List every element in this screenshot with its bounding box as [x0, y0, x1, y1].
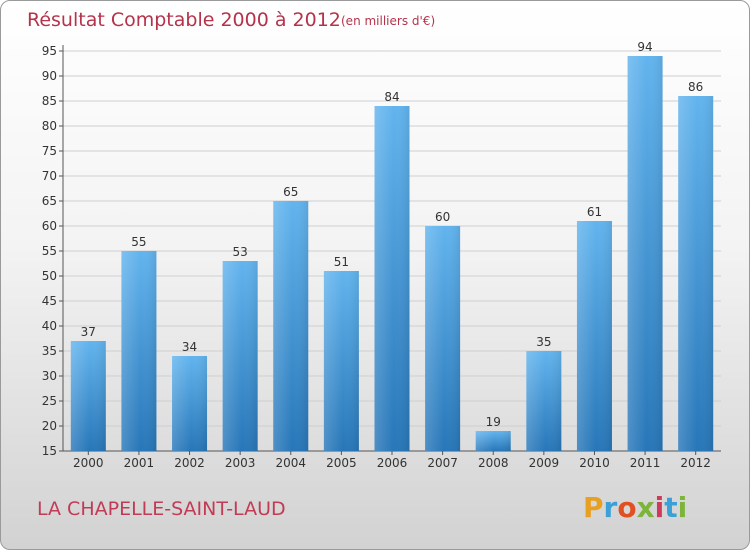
bar-value-label: 53	[233, 245, 248, 259]
bar-shine	[526, 351, 562, 451]
y-tick-label: 25	[42, 394, 57, 408]
y-tick-label: 85	[42, 94, 57, 108]
y-tick-label: 80	[42, 119, 57, 133]
proxiti-logo: Proxiti	[583, 491, 687, 524]
bar-shine	[678, 96, 714, 451]
x-tick-label: 2011	[630, 456, 661, 470]
bar-shine	[121, 251, 157, 451]
y-tick-label: 65	[42, 194, 57, 208]
bars	[70, 56, 714, 451]
logo-letter: o	[617, 491, 636, 524]
logo-letter: r	[604, 491, 618, 524]
logo-text: Proxiti	[583, 491, 687, 524]
x-tick-label: 2004	[275, 456, 306, 470]
bar-value-label: 94	[637, 40, 652, 54]
bar-value-label: 51	[334, 255, 349, 269]
bar-value-label: 61	[587, 205, 602, 219]
bar-shine	[273, 201, 309, 451]
commune-name: LA CHAPELLE-SAINT-LAUD	[37, 498, 286, 520]
bar-value-label: 35	[536, 335, 551, 349]
y-tick-label: 95	[42, 44, 57, 58]
chart-title: Résultat Comptable 2000 à 2012	[27, 9, 341, 31]
y-tick-label: 75	[42, 144, 57, 158]
y-tick-label: 55	[42, 244, 57, 258]
bar-value-label: 55	[131, 235, 146, 249]
bar-shine	[222, 261, 258, 451]
bar-value-label: 19	[486, 415, 501, 429]
x-tick-label: 2005	[326, 456, 357, 470]
bar-shine	[374, 106, 410, 451]
bar-shine	[475, 431, 511, 451]
y-tick-label: 20	[42, 419, 57, 433]
x-tick-label: 2002	[174, 456, 205, 470]
bar-shine	[323, 271, 359, 451]
y-tick-label: 40	[42, 319, 57, 333]
y-tick-label: 15	[42, 444, 57, 458]
y-tick-labels: 15 20 25 30 35 40 45 50 55 60 65 70 75 80 85 90 95	[42, 44, 57, 458]
logo-letter: P	[583, 491, 604, 524]
x-tick-label: 2001	[124, 456, 155, 470]
x-tick-label: 2012	[680, 456, 711, 470]
x-tick-label: 2008	[478, 456, 509, 470]
y-tick-label: 35	[42, 344, 57, 358]
y-tick-label: 90	[42, 69, 57, 83]
bar-value-label: 34	[182, 340, 197, 354]
y-tick-label: 70	[42, 169, 57, 183]
logo-letter: t	[664, 491, 677, 524]
chart-subtitle: (en milliers d'€)	[341, 14, 435, 28]
bar-shine	[425, 226, 461, 451]
x-tick-label: 2003	[225, 456, 256, 470]
bar-value-label: 84	[384, 90, 399, 104]
x-tick-label: 2009	[529, 456, 560, 470]
bar-shine	[70, 341, 106, 451]
x-tick-label: 2007	[427, 456, 458, 470]
bar-value-label: 60	[435, 210, 450, 224]
y-tick-label: 45	[42, 294, 57, 308]
logo-letter: i	[678, 491, 688, 524]
y-tick-label: 50	[42, 269, 57, 283]
logo-letter: i	[655, 491, 665, 524]
y-tick-label: 30	[42, 369, 57, 383]
bar-shine	[172, 356, 208, 451]
bar-value-label: 86	[688, 80, 703, 94]
value-labels: 37 55 34 53 65 51 84 60 19 35 61 94 86	[81, 40, 704, 429]
bar-value-label: 37	[81, 325, 96, 339]
y-tick-label: 60	[42, 219, 57, 233]
bar-shine	[576, 221, 612, 451]
x-tick-label: 2000	[73, 456, 104, 470]
logo-letter: x	[637, 491, 655, 524]
bar-shine	[627, 56, 663, 451]
x-tick-labels: 2000 2001 2002 2003 2004 2005 2006 2007 2008 2009…	[73, 456, 711, 470]
x-tick-label: 2006	[377, 456, 408, 470]
bar-value-label: 65	[283, 185, 298, 199]
x-tick-label: 2010	[579, 456, 610, 470]
